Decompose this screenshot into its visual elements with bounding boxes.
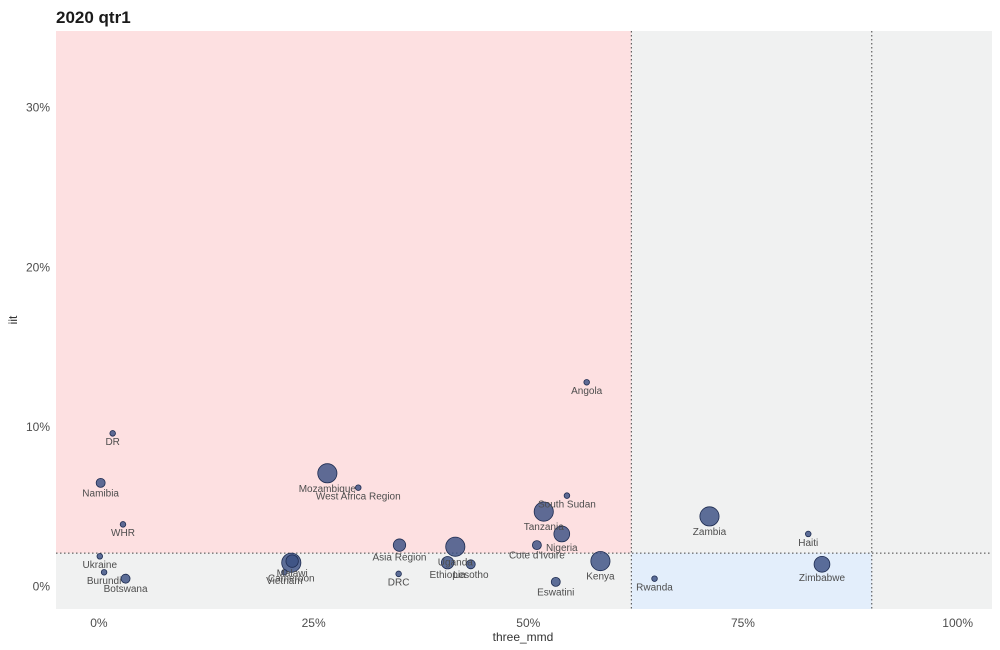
point-label: Zambia	[693, 527, 727, 538]
x-tick-label: 50%	[516, 616, 540, 630]
data-point	[465, 559, 476, 570]
point-label: DRC	[388, 578, 410, 589]
data-point	[531, 540, 542, 551]
point-label: Tanzania	[524, 522, 564, 533]
data-point	[813, 555, 831, 573]
data-point	[699, 506, 720, 527]
data-point	[109, 430, 116, 437]
data-point	[440, 556, 455, 570]
data-point	[120, 573, 131, 584]
x-tick-label: 25%	[302, 616, 326, 630]
data-point	[583, 379, 590, 386]
data-point	[96, 553, 103, 560]
point-label: Burundi	[87, 576, 121, 587]
point-label: Malawi	[277, 568, 308, 579]
data-point	[392, 538, 407, 552]
point-label: Zimbabwe	[799, 573, 846, 584]
data-point	[445, 536, 466, 557]
data-point	[563, 492, 571, 499]
point-label: Ukraine	[83, 560, 118, 571]
x-tick-label: 100%	[942, 616, 973, 630]
point-label: South Sudan	[538, 499, 596, 510]
point-label: Cameroon	[268, 573, 315, 584]
point-label: WHR	[111, 528, 135, 539]
data-point	[317, 463, 338, 484]
data-point	[550, 576, 561, 587]
data-point	[95, 477, 106, 488]
point-label: Lesotho	[453, 570, 489, 581]
data-point	[281, 569, 288, 576]
point-label: Vietnam	[266, 576, 303, 587]
data-point	[553, 525, 571, 543]
plot-area: 0% 25% 50% 75% 100% 0% 10% 20% 30% DR Namibia WHR Uk…	[26, 31, 992, 630]
x-tick-label: 75%	[731, 616, 755, 630]
data-point	[805, 530, 812, 538]
point-label: Ethiopia	[430, 570, 467, 581]
y-axis-label: iit	[6, 315, 20, 324]
y-tick-label: 10%	[26, 420, 50, 434]
data-point	[533, 501, 554, 522]
point-label: Haiti	[798, 538, 818, 549]
data-point	[119, 521, 127, 528]
point-label: Uganda	[438, 557, 473, 568]
x-axis-label: three_mmd	[493, 630, 554, 644]
point-label: Asia Region	[373, 552, 427, 563]
x-tick-label: 0%	[90, 616, 108, 630]
point-label: Rwanda	[636, 582, 673, 593]
chart-title: 2020 qtr1	[56, 8, 131, 27]
point-label: Botswana	[104, 584, 148, 595]
point-label: West Africa Region	[316, 491, 401, 502]
y-tick-label: 0%	[33, 580, 51, 594]
point-label: Angola	[571, 386, 603, 397]
data-point	[285, 554, 299, 568]
red-zone	[56, 31, 632, 554]
point-label: Namibia	[82, 488, 119, 499]
point-label: Kenya	[586, 572, 615, 583]
data-point	[590, 551, 611, 572]
data-point	[651, 575, 658, 582]
point-label: DR	[105, 437, 119, 448]
blue-zone	[631, 553, 872, 609]
point-label: Cote d'Ivoire	[509, 551, 565, 562]
data-point	[395, 570, 402, 578]
point-label: Mozambique	[299, 484, 357, 495]
point-label: Nigeria	[546, 543, 578, 554]
point-label: Eswatini	[537, 587, 574, 598]
y-tick-label: 20%	[26, 260, 50, 274]
y-tick-label: 30%	[26, 101, 50, 115]
data-point	[100, 569, 108, 576]
data-point	[355, 484, 362, 491]
